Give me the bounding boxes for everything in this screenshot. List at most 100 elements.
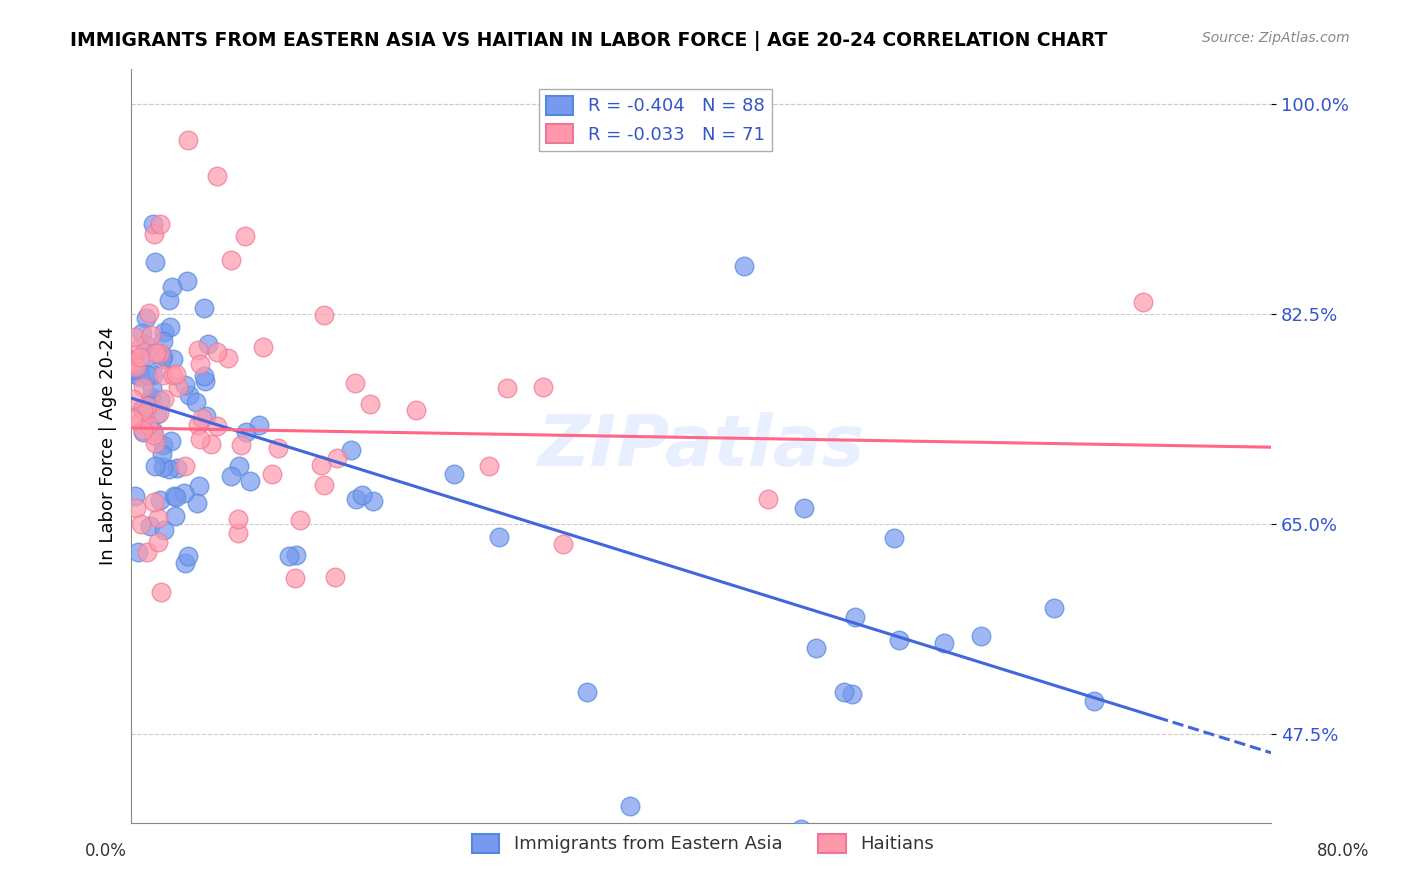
Point <box>142 427 165 442</box>
Point <box>146 510 169 524</box>
Point <box>143 436 166 450</box>
Point <box>228 458 250 473</box>
Point <box>219 469 242 483</box>
Point <box>187 343 209 357</box>
Point <box>194 375 217 389</box>
Point <box>174 378 197 392</box>
Point <box>131 401 153 416</box>
Point <box>194 409 217 423</box>
Point <box>239 475 262 489</box>
Point <box>790 822 813 837</box>
Point <box>160 280 183 294</box>
Point <box>252 340 274 354</box>
Point <box>193 369 215 384</box>
Point <box>359 397 381 411</box>
Point <box>152 460 174 475</box>
Point <box>122 355 145 369</box>
Point <box>166 380 188 394</box>
Point <box>841 687 863 701</box>
Point <box>124 359 146 374</box>
Point <box>141 328 163 343</box>
Point <box>138 306 160 320</box>
Point <box>190 411 212 425</box>
Point <box>361 493 384 508</box>
Point <box>226 526 249 541</box>
Point <box>136 418 159 433</box>
Point <box>551 537 574 551</box>
Point <box>135 311 157 326</box>
Point <box>132 379 155 393</box>
Point <box>163 489 186 503</box>
Point <box>132 425 155 439</box>
Point <box>314 478 336 492</box>
Point <box>187 417 209 432</box>
Point <box>135 400 157 414</box>
Point <box>152 334 174 349</box>
Point <box>339 443 361 458</box>
Point <box>157 461 180 475</box>
Point <box>229 438 252 452</box>
Point <box>149 346 172 360</box>
Point <box>405 402 427 417</box>
Point <box>188 479 211 493</box>
Point <box>352 488 374 502</box>
Point <box>619 798 641 813</box>
Point <box>165 367 187 381</box>
Point <box>128 415 150 429</box>
Point <box>277 549 299 563</box>
Point <box>165 491 187 505</box>
Point <box>131 326 153 341</box>
Point <box>132 423 155 437</box>
Y-axis label: In Labor Force | Age 20-24: In Labor Force | Age 20-24 <box>100 326 117 566</box>
Point <box>346 491 368 506</box>
Point <box>150 446 173 460</box>
Point <box>153 325 176 339</box>
Point <box>200 437 222 451</box>
Point <box>205 169 228 184</box>
Point <box>162 368 184 382</box>
Point <box>142 368 165 382</box>
Point <box>142 495 165 509</box>
Point <box>148 406 170 420</box>
Point <box>152 438 174 452</box>
Point <box>193 301 215 315</box>
Point <box>177 133 200 147</box>
Point <box>125 368 148 383</box>
Point <box>186 394 208 409</box>
Point <box>139 518 162 533</box>
Point <box>173 485 195 500</box>
Point <box>142 424 165 438</box>
Point <box>197 336 219 351</box>
Point <box>132 403 155 417</box>
Point <box>186 496 208 510</box>
Point <box>443 467 465 482</box>
Point <box>122 355 145 369</box>
Point <box>284 548 307 562</box>
Point <box>188 432 211 446</box>
Point <box>160 434 183 448</box>
Point <box>129 516 152 531</box>
Point <box>124 500 146 515</box>
Point <box>142 218 165 232</box>
Point <box>267 441 290 455</box>
Point <box>129 340 152 354</box>
Point <box>1043 600 1066 615</box>
Point <box>343 376 366 390</box>
Point <box>152 349 174 363</box>
Point <box>288 513 311 527</box>
Point <box>162 351 184 366</box>
Point <box>205 345 228 359</box>
Point <box>323 570 346 584</box>
Point <box>136 349 159 363</box>
Point <box>262 467 284 481</box>
Point <box>1132 295 1154 310</box>
Point <box>134 337 156 351</box>
Point <box>145 346 167 360</box>
Point <box>531 380 554 394</box>
Point <box>488 530 510 544</box>
Point <box>157 293 180 308</box>
Point <box>146 534 169 549</box>
Point <box>135 404 157 418</box>
Point <box>122 362 145 376</box>
Point <box>174 458 197 473</box>
